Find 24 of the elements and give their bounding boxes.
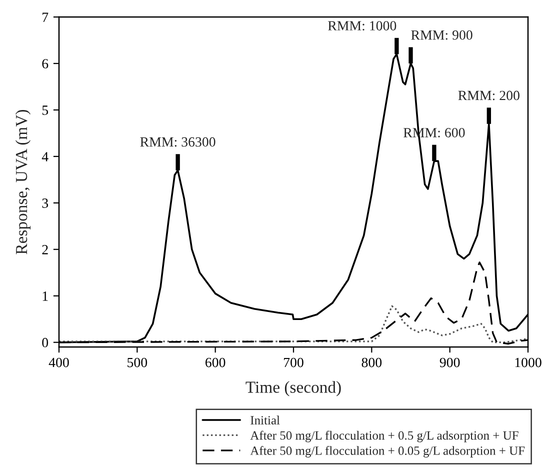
y-axis-title: Response, UVA (mV) xyxy=(15,110,31,254)
x-tick-label: 600 xyxy=(206,358,226,368)
x-tick-label: 1000 xyxy=(515,358,542,368)
y-tick-label: 3 xyxy=(42,198,48,208)
annotation: RMM: 1000 xyxy=(328,21,396,31)
x-tick-label: 500 xyxy=(128,358,148,368)
annotation: RMM: 900 xyxy=(411,30,472,40)
y-tick-label: 1 xyxy=(42,292,48,301)
y-tick-label: 6 xyxy=(42,59,48,68)
y-tick-label: 4 xyxy=(42,152,48,162)
x-tick-label: 400 xyxy=(48,358,69,368)
x-tick-label: 700 xyxy=(284,358,304,368)
y-tick-label: 2 xyxy=(42,245,48,254)
y-tick-label: 7 xyxy=(42,12,48,22)
x-tick-label: 900 xyxy=(440,358,460,368)
legend-label: Initial xyxy=(250,416,280,424)
x-axis-title: Time (second) xyxy=(246,381,341,396)
y-tick-label: 0 xyxy=(42,338,48,348)
annotation: RMM: 36300 xyxy=(140,137,216,147)
y-tick-label: 5 xyxy=(42,106,48,115)
x-tick-label: 800 xyxy=(362,358,382,368)
legend-label: After 50 mg/L flocculation + 0.5 g/L adsorption + UF xyxy=(250,430,518,442)
legend-label: After 50 mg/L flocculation + 0.05 g/L adsorption + UF xyxy=(250,446,525,458)
annotation: RMM: 200 xyxy=(458,90,520,100)
